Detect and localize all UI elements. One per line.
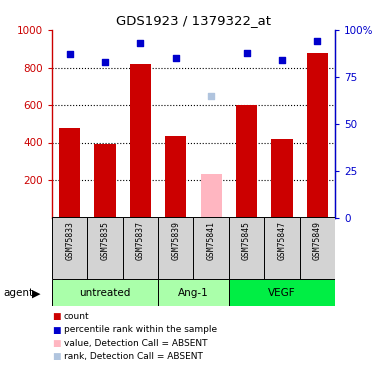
Bar — [130, 64, 151, 217]
Text: GSM75845: GSM75845 — [242, 220, 251, 260]
Text: ▶: ▶ — [32, 288, 40, 298]
Point — [208, 93, 214, 99]
Bar — [158, 217, 193, 279]
Text: ■: ■ — [52, 312, 60, 321]
Bar — [52, 217, 87, 279]
Point — [102, 59, 108, 65]
Point — [243, 50, 249, 55]
Bar — [236, 105, 257, 218]
Point — [279, 57, 285, 63]
Text: ■: ■ — [52, 339, 60, 348]
Text: GSM75847: GSM75847 — [277, 220, 286, 260]
Text: Ang-1: Ang-1 — [178, 288, 209, 297]
Text: VEGF: VEGF — [268, 288, 296, 297]
Text: GSM75841: GSM75841 — [207, 220, 216, 260]
Bar — [300, 217, 335, 279]
Text: ■: ■ — [52, 352, 60, 361]
Bar — [201, 174, 222, 217]
Text: count: count — [64, 312, 89, 321]
Bar — [165, 136, 186, 218]
Text: GSM75833: GSM75833 — [65, 220, 74, 260]
Bar — [264, 217, 300, 279]
Text: GSM75835: GSM75835 — [100, 220, 110, 260]
Bar — [52, 279, 158, 306]
Bar — [229, 279, 335, 306]
Bar — [229, 217, 264, 279]
Text: percentile rank within the sample: percentile rank within the sample — [64, 326, 217, 334]
Text: GSM75839: GSM75839 — [171, 220, 180, 260]
Bar — [59, 128, 80, 218]
Bar — [94, 144, 116, 218]
Point — [314, 38, 320, 44]
Text: GSM75849: GSM75849 — [313, 220, 322, 260]
Title: GDS1923 / 1379322_at: GDS1923 / 1379322_at — [116, 15, 271, 27]
Text: untreated: untreated — [79, 288, 131, 297]
Text: GSM75837: GSM75837 — [136, 220, 145, 260]
Point — [67, 51, 73, 57]
Text: ■: ■ — [52, 326, 60, 334]
Bar — [271, 139, 293, 218]
Text: agent: agent — [4, 288, 34, 298]
Bar — [193, 217, 229, 279]
Point — [137, 40, 144, 46]
Bar — [306, 53, 328, 217]
Point — [173, 55, 179, 61]
Bar — [123, 217, 158, 279]
Text: rank, Detection Call = ABSENT: rank, Detection Call = ABSENT — [64, 352, 203, 361]
Text: value, Detection Call = ABSENT: value, Detection Call = ABSENT — [64, 339, 207, 348]
Bar — [87, 217, 123, 279]
Bar — [158, 279, 229, 306]
